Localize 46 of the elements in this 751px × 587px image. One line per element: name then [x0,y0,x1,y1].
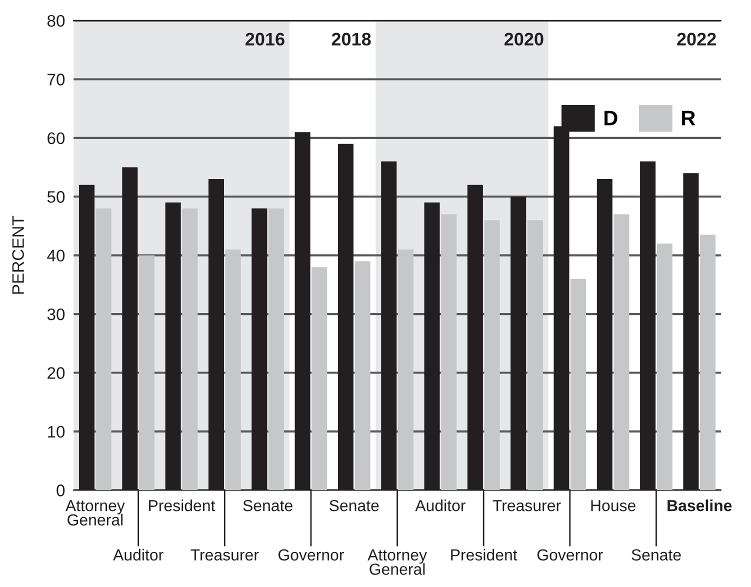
bar [96,208,112,490]
x-tick-label: Governor [537,549,603,561]
annotation: 2022 [677,32,716,46]
y-tick-label: 80 [47,14,65,27]
y-tick-label: 0 [56,484,65,496]
x-tick-label: Attorney General [368,549,427,575]
y-tick-label: 50 [47,191,65,203]
y-tick-label: 20 [48,367,65,379]
bar [570,278,586,490]
bar [441,214,457,490]
y-tick-label: 30 [47,308,65,320]
bar [312,267,328,490]
y-tick-label: 60 [48,132,65,144]
bar [225,249,241,490]
bar [268,208,284,490]
y-tick-label: 70 [48,74,65,86]
x-tick-label: Baseline [668,500,732,512]
x-tick-label: Senate [243,500,292,512]
x-tick-label: Governor [278,549,344,561]
bar [614,214,630,490]
annotation: 2018 [332,32,371,46]
bar [398,249,414,490]
x-tick-label: Treasurer [190,549,259,561]
x-tick-label: Auditor [113,548,164,561]
x-tick-label: Attorney General [65,500,125,526]
bar [700,234,716,490]
y-tick-label: 40 [47,250,65,262]
y-tick-label: 10 [48,426,65,438]
legend-label: R [682,110,696,126]
x-tick-label: President [451,548,518,561]
bar [656,244,672,490]
x-tick-label: Senate [330,500,379,512]
x-tick-label: President [149,500,216,512]
x-tick-label: Senate [632,549,681,561]
bar [527,220,543,490]
y-axis-title: PERCENT [12,216,24,294]
x-tick-label: Treasurer [492,500,561,512]
bar [354,261,370,490]
annotation: 2016 [246,32,284,46]
bar [484,220,500,490]
legend-label: D [604,110,618,126]
x-tick-label: House [591,500,636,512]
x-tick-label: Auditor [415,500,466,512]
bar [138,255,155,490]
bar [182,208,198,490]
annotation: 2020 [504,32,544,46]
